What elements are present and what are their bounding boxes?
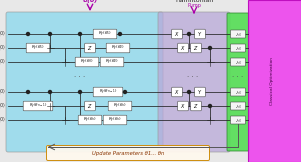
- FancyBboxPatch shape: [231, 102, 246, 110]
- Circle shape: [26, 91, 29, 93]
- FancyBboxPatch shape: [93, 87, 123, 97]
- Text: $|0\rangle$: $|0\rangle$: [0, 58, 6, 66]
- Text: $Z$: $Z$: [193, 44, 199, 52]
- Circle shape: [123, 91, 126, 93]
- Text: $X$: $X$: [180, 102, 186, 110]
- Text: · · ·: · · ·: [74, 74, 85, 80]
- Circle shape: [26, 33, 29, 35]
- Text: $R_y(\theta_n)$: $R_y(\theta_n)$: [113, 102, 127, 110]
- Text: $X$: $X$: [180, 44, 186, 52]
- FancyBboxPatch shape: [248, 0, 301, 162]
- Text: $\mathcal{M}$: $\mathcal{M}$: [235, 30, 241, 38]
- Text: $R_y(\theta_2)$: $R_y(\theta_2)$: [111, 44, 125, 52]
- Text: $|0\rangle$: $|0\rangle$: [0, 29, 6, 39]
- FancyBboxPatch shape: [78, 115, 102, 125]
- FancyBboxPatch shape: [85, 101, 95, 111]
- Text: $X$: $X$: [174, 88, 180, 96]
- Text: $Y$: $Y$: [197, 30, 203, 38]
- FancyBboxPatch shape: [231, 30, 246, 38]
- Text: $|0\rangle$: $|0\rangle$: [0, 116, 6, 125]
- Text: $R_y(\theta_n)$: $R_y(\theta_n)$: [83, 116, 97, 124]
- Text: · · ·: · · ·: [232, 74, 244, 80]
- FancyBboxPatch shape: [6, 12, 163, 152]
- Text: $\mathcal{M}$: $\mathcal{M}$: [235, 88, 241, 96]
- FancyBboxPatch shape: [195, 87, 205, 97]
- Text: $Y$: $Y$: [197, 88, 203, 96]
- Text: Hamiltonian: Hamiltonian: [175, 0, 213, 3]
- FancyBboxPatch shape: [195, 29, 205, 39]
- FancyBboxPatch shape: [178, 101, 188, 111]
- FancyBboxPatch shape: [108, 101, 132, 111]
- Text: $R_y(\theta_n)$: $R_y(\theta_n)$: [108, 116, 122, 124]
- Circle shape: [79, 33, 82, 35]
- Text: $R_y(\theta_1)$: $R_y(\theta_1)$: [31, 44, 45, 52]
- FancyBboxPatch shape: [231, 58, 246, 66]
- FancyBboxPatch shape: [172, 87, 182, 97]
- Text: $\mathcal{M}$: $\mathcal{M}$: [235, 116, 241, 124]
- FancyBboxPatch shape: [227, 13, 249, 151]
- FancyBboxPatch shape: [100, 57, 124, 67]
- Text: $Z$: $Z$: [87, 44, 93, 52]
- Circle shape: [79, 91, 82, 93]
- Text: $|0\rangle$: $|0\rangle$: [0, 102, 6, 110]
- Text: U(θ): U(θ): [82, 0, 98, 3]
- FancyBboxPatch shape: [231, 116, 246, 124]
- Text: $\mathcal{M}$: $\mathcal{M}$: [235, 58, 241, 66]
- FancyBboxPatch shape: [106, 43, 130, 53]
- FancyBboxPatch shape: [172, 29, 182, 39]
- Text: $R_y(\theta_2)$: $R_y(\theta_2)$: [105, 58, 119, 66]
- FancyBboxPatch shape: [231, 88, 246, 96]
- Text: $Z$: $Z$: [87, 102, 93, 110]
- Text: $R_y(\theta_{n-1})$: $R_y(\theta_{n-1})$: [29, 102, 47, 110]
- Text: $|0\rangle$: $|0\rangle$: [0, 87, 6, 97]
- FancyBboxPatch shape: [231, 44, 246, 52]
- Circle shape: [209, 104, 212, 108]
- FancyBboxPatch shape: [85, 43, 95, 53]
- Text: $R_y(\theta_{n-1})$: $R_y(\theta_{n-1})$: [99, 87, 117, 96]
- FancyBboxPatch shape: [23, 101, 53, 111]
- FancyBboxPatch shape: [178, 43, 188, 53]
- Text: · · ·: · · ·: [188, 74, 199, 80]
- FancyBboxPatch shape: [191, 43, 201, 53]
- Text: $R_y(\theta_1)$: $R_y(\theta_1)$: [98, 29, 112, 38]
- Text: $\mathcal{M}$: $\mathcal{M}$: [235, 44, 241, 52]
- Text: $R_y(\theta_3)$: $R_y(\theta_3)$: [80, 58, 94, 66]
- FancyBboxPatch shape: [93, 29, 117, 39]
- Circle shape: [209, 46, 212, 50]
- Circle shape: [48, 91, 51, 93]
- Text: Classical Optimization: Classical Optimization: [270, 57, 274, 105]
- Text: Pump: Pump: [187, 3, 201, 8]
- FancyBboxPatch shape: [191, 101, 201, 111]
- FancyBboxPatch shape: [46, 145, 209, 161]
- FancyBboxPatch shape: [158, 12, 230, 152]
- Circle shape: [48, 33, 51, 35]
- FancyBboxPatch shape: [75, 57, 99, 67]
- FancyBboxPatch shape: [103, 115, 127, 125]
- Text: $Z$: $Z$: [193, 102, 199, 110]
- Text: Update Parameters θ1... θn: Update Parameters θ1... θn: [92, 150, 164, 156]
- Circle shape: [119, 33, 122, 35]
- Text: $X$: $X$: [174, 30, 180, 38]
- Text: $|0\rangle$: $|0\rangle$: [0, 44, 6, 52]
- FancyBboxPatch shape: [26, 43, 50, 53]
- Circle shape: [188, 91, 191, 93]
- Circle shape: [188, 33, 191, 35]
- Text: $\mathcal{M}$: $\mathcal{M}$: [235, 102, 241, 110]
